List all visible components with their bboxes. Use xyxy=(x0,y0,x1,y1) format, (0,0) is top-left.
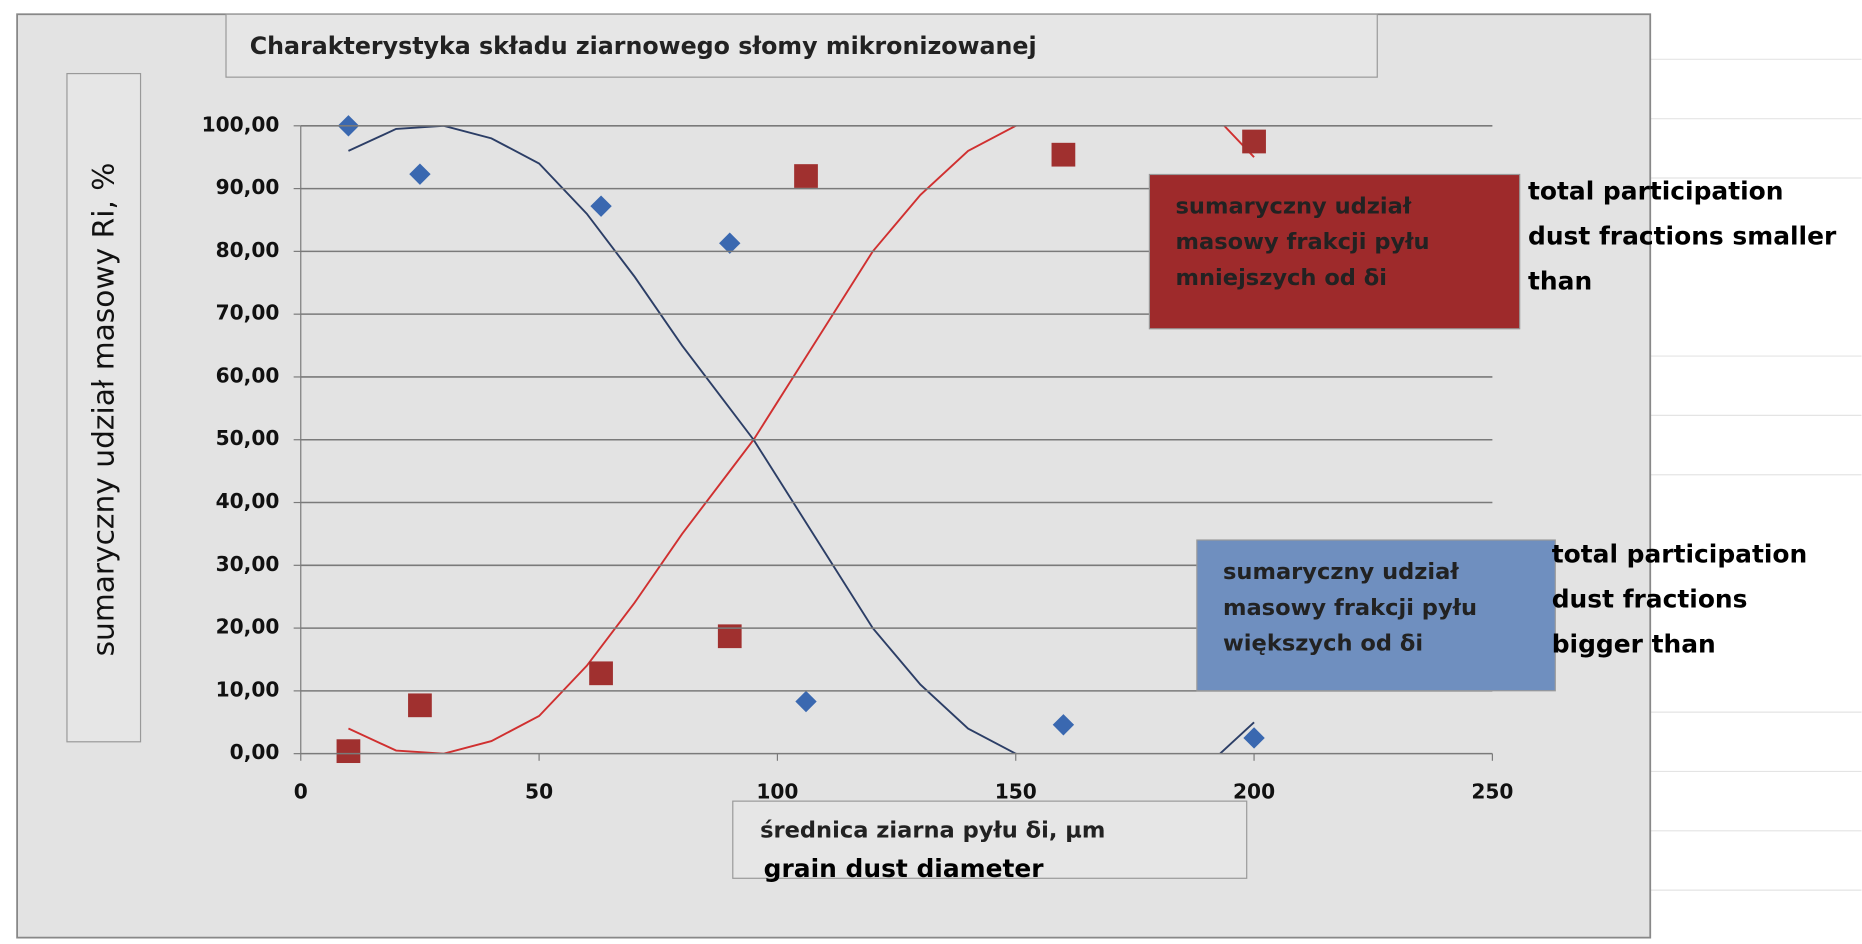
annotation: bigger than xyxy=(1552,630,1716,659)
y-label-box xyxy=(66,72,142,743)
x-tick-label: 200 xyxy=(1233,779,1275,803)
x-tick-label: 50 xyxy=(525,779,553,803)
legend-label: sumaryczny udział masowy frakcji pyłu mn… xyxy=(1175,193,1430,291)
chart-title: Charakterystyka składu ziarnowego słomy … xyxy=(250,32,1037,60)
y-tick-label: 80,00 xyxy=(216,238,280,262)
x-tick-label: 100 xyxy=(756,779,798,803)
sheet-grid xyxy=(1650,58,1862,891)
y-tick-label: 90,00 xyxy=(216,175,280,199)
point xyxy=(408,693,432,718)
x-axis-label: średnica ziarna pyłu δi, µm xyxy=(760,817,1105,843)
x-axis-label-translation: grain dust diameter xyxy=(764,854,1045,883)
point xyxy=(336,739,361,764)
trendlines xyxy=(348,125,1255,754)
point xyxy=(409,163,431,185)
annotation: than xyxy=(1528,266,1592,295)
y-tick-label: 30,00 xyxy=(216,552,280,576)
point xyxy=(589,661,613,686)
point xyxy=(719,232,741,254)
legend-box xyxy=(1148,173,1521,330)
chart-area xyxy=(16,13,1652,939)
point xyxy=(590,195,612,217)
title-box xyxy=(225,13,1378,78)
point xyxy=(717,624,742,649)
trendline xyxy=(348,125,1255,754)
y-tick-label: 60,00 xyxy=(216,363,280,387)
y-axis-label: sumaryczny udział masowy Ri, % xyxy=(85,163,120,657)
x-tick-label: 0 xyxy=(294,779,308,803)
y-tick-label: 70,00 xyxy=(216,301,280,325)
y-tick-label: 0,00 xyxy=(230,740,280,764)
legend-entry: sumaryczny udział masowy frakcji pyłu wi… xyxy=(1222,559,1478,657)
y-tick-label: 10,00 xyxy=(216,677,280,701)
point xyxy=(1051,142,1076,167)
x-tick-label: 150 xyxy=(995,779,1037,803)
trendline xyxy=(348,125,1255,754)
legend-box xyxy=(1196,539,1556,692)
plot xyxy=(336,115,1266,764)
y-tick-label: 40,00 xyxy=(216,489,280,513)
annotation: dust fractions xyxy=(1552,585,1748,614)
y-tick-label: 100,00 xyxy=(202,112,280,136)
legend-label: sumaryczny udział masowy frakcji pyłu wi… xyxy=(1222,559,1478,657)
annotation: dust fractions smaller xyxy=(1528,221,1837,250)
y-tick-label: 50,00 xyxy=(216,426,280,450)
annotation: total participation xyxy=(1552,539,1808,568)
x-tick-label: 250 xyxy=(1471,779,1513,803)
y-tick-label: 20,00 xyxy=(216,615,280,639)
annotation: total participation xyxy=(1528,176,1784,205)
legend-entry: sumaryczny udział masowy frakcji pyłu mn… xyxy=(1175,193,1430,291)
point xyxy=(1242,129,1266,154)
point xyxy=(794,164,818,188)
x-label-box xyxy=(732,800,1248,879)
point xyxy=(1243,727,1265,749)
